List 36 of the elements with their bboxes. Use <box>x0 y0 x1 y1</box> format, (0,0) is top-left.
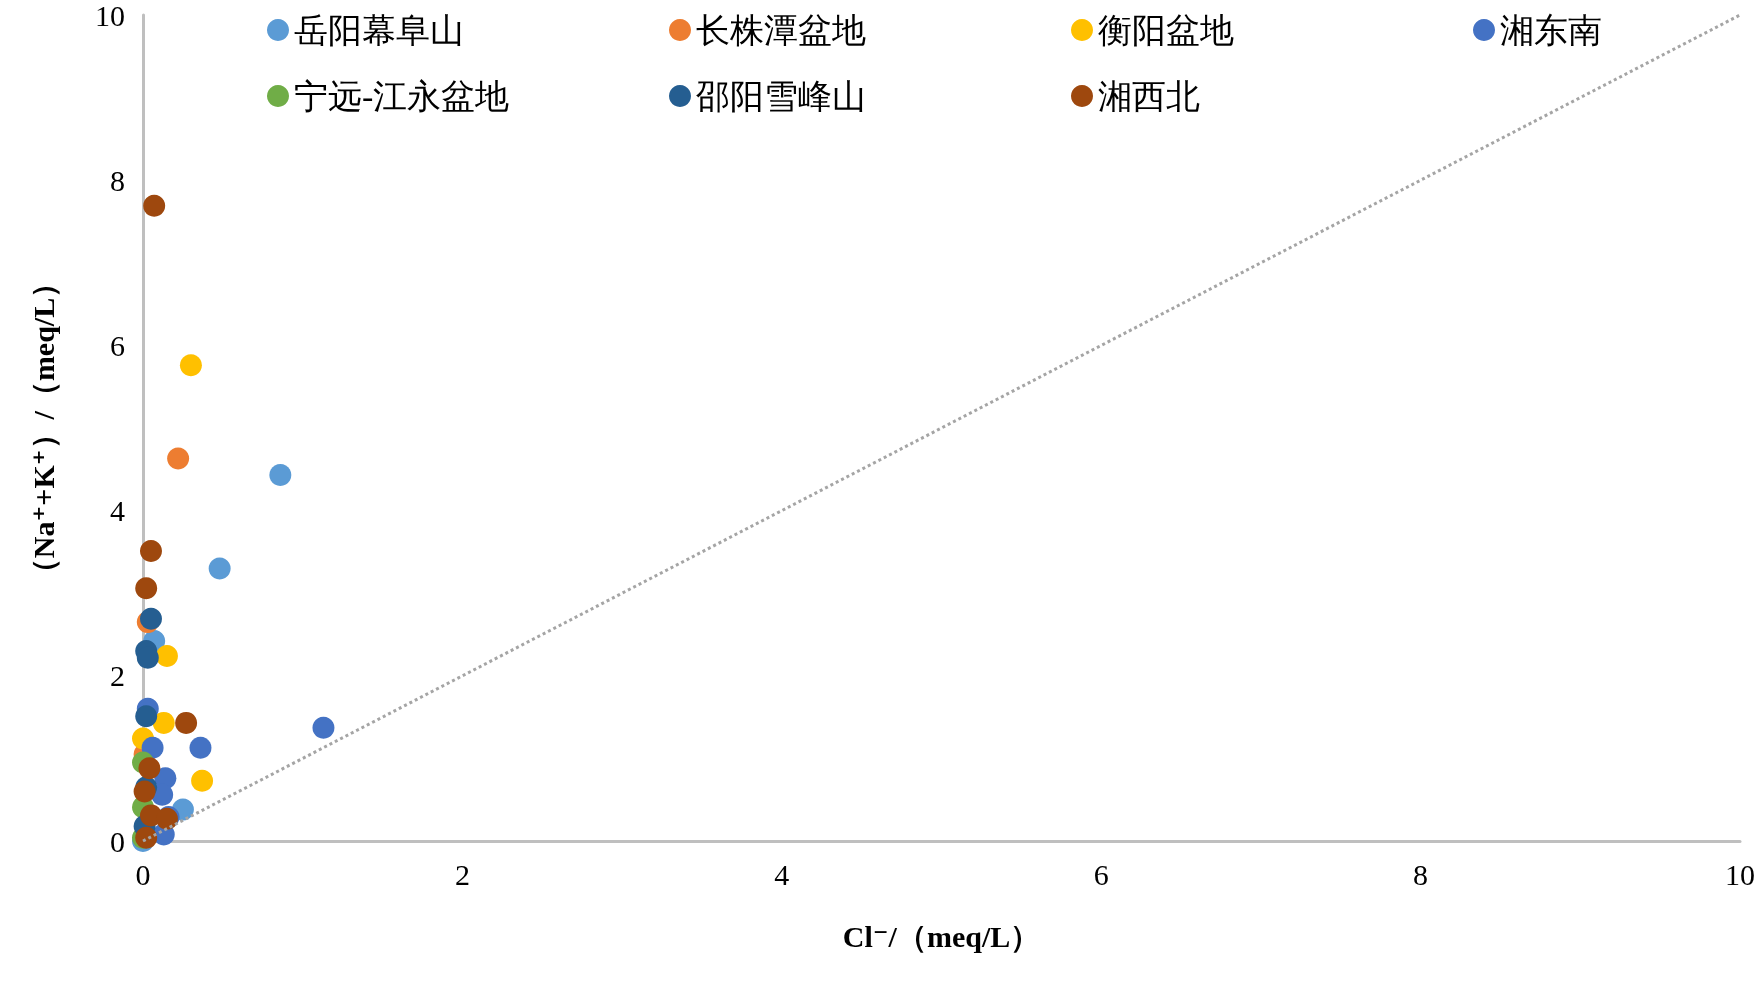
point <box>152 711 175 734</box>
x-tick-label: 2 <box>454 857 470 891</box>
y-tick-label: 4 <box>110 494 125 528</box>
point <box>312 716 335 739</box>
point <box>208 557 231 580</box>
legend-label: 衡阳盆地 <box>1098 11 1234 49</box>
point <box>191 769 214 792</box>
x-tick-label: 0 <box>135 857 151 891</box>
point <box>179 354 202 377</box>
point <box>138 757 161 780</box>
point <box>135 705 158 728</box>
y-tick-label: 8 <box>110 163 125 197</box>
legend-label: 湘东南 <box>1500 11 1602 49</box>
y-tick-label: 0 <box>110 824 125 858</box>
point <box>143 194 166 217</box>
legend-label: 湘西北 <box>1098 77 1200 115</box>
x-tick-label: 10 <box>1725 857 1755 891</box>
legend-label: 宁远-江永盆地 <box>294 77 510 115</box>
y-axis-title: （Na⁺+K⁺）/（meq/L） <box>26 267 60 589</box>
legend-label: 邵阳雪峰山 <box>696 77 866 115</box>
point <box>189 736 212 759</box>
x-axis-title: Cl⁻/（meq/L） <box>842 919 1041 953</box>
point <box>155 644 178 667</box>
point <box>175 711 198 734</box>
legend-label: 岳阳幕阜山 <box>294 11 464 49</box>
legend-label: 长株潭盆地 <box>696 11 866 49</box>
point <box>167 447 190 470</box>
point <box>269 464 292 487</box>
point <box>135 577 158 600</box>
point <box>140 540 162 563</box>
y-tick-label: 2 <box>110 659 125 693</box>
y-tick-label: 10 <box>95 0 125 32</box>
x-tick-label: 8 <box>1413 857 1429 891</box>
y-tick-label: 6 <box>110 328 125 362</box>
x-tick-label: 4 <box>774 857 790 891</box>
x-tick-label: 6 <box>1093 857 1109 891</box>
